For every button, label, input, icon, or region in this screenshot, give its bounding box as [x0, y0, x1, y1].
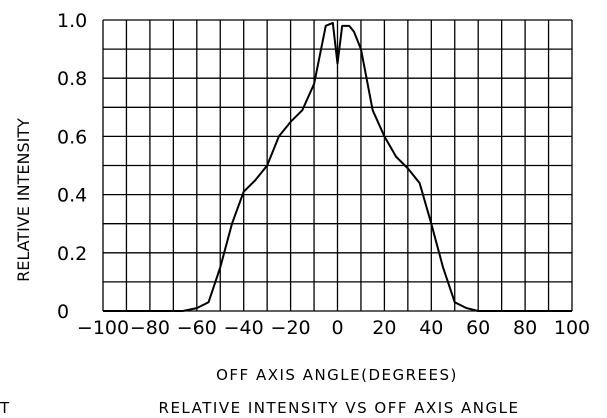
x-tick-label: −20 [271, 317, 311, 339]
intensity-curve [103, 21, 572, 312]
y-axis-tick-labels: 0 0.2 0.4 0.6 0.8 1.0 [57, 10, 87, 323]
x-tick-label: 60 [466, 317, 490, 339]
y-tick-label: 0.6 [57, 126, 87, 148]
y-tick-label: 0.2 [57, 243, 87, 265]
x-tick-label: 40 [419, 317, 443, 339]
x-axis-tick-labels: −100 −80 −60 −40 −20 0 20 40 60 80 100 [77, 317, 590, 339]
x-tick-label: 100 [554, 317, 590, 339]
y-tick-label: 0.8 [57, 68, 87, 90]
corner-mark: T [0, 399, 11, 417]
x-axis-label: OFF AXIS ANGLE(DEGREES) [216, 366, 458, 384]
x-tick-label: 20 [372, 317, 396, 339]
x-tick-label: −80 [130, 317, 170, 339]
x-tick-label: −100 [77, 317, 129, 339]
y-tick-label: 0.4 [57, 185, 87, 207]
x-tick-label: 80 [513, 317, 537, 339]
y-tick-label: 1.0 [57, 10, 87, 32]
chart-series [103, 21, 572, 312]
y-tick-label: 0 [57, 301, 69, 323]
x-tick-label: −60 [177, 317, 217, 339]
y-axis-label: RELATIVE INTENSITY [14, 118, 33, 282]
chart-caption: RELATIVE INTENSITY VS OFF AXIS ANGLE [159, 399, 520, 417]
x-tick-label: −40 [224, 317, 264, 339]
x-tick-label: 0 [331, 317, 343, 339]
